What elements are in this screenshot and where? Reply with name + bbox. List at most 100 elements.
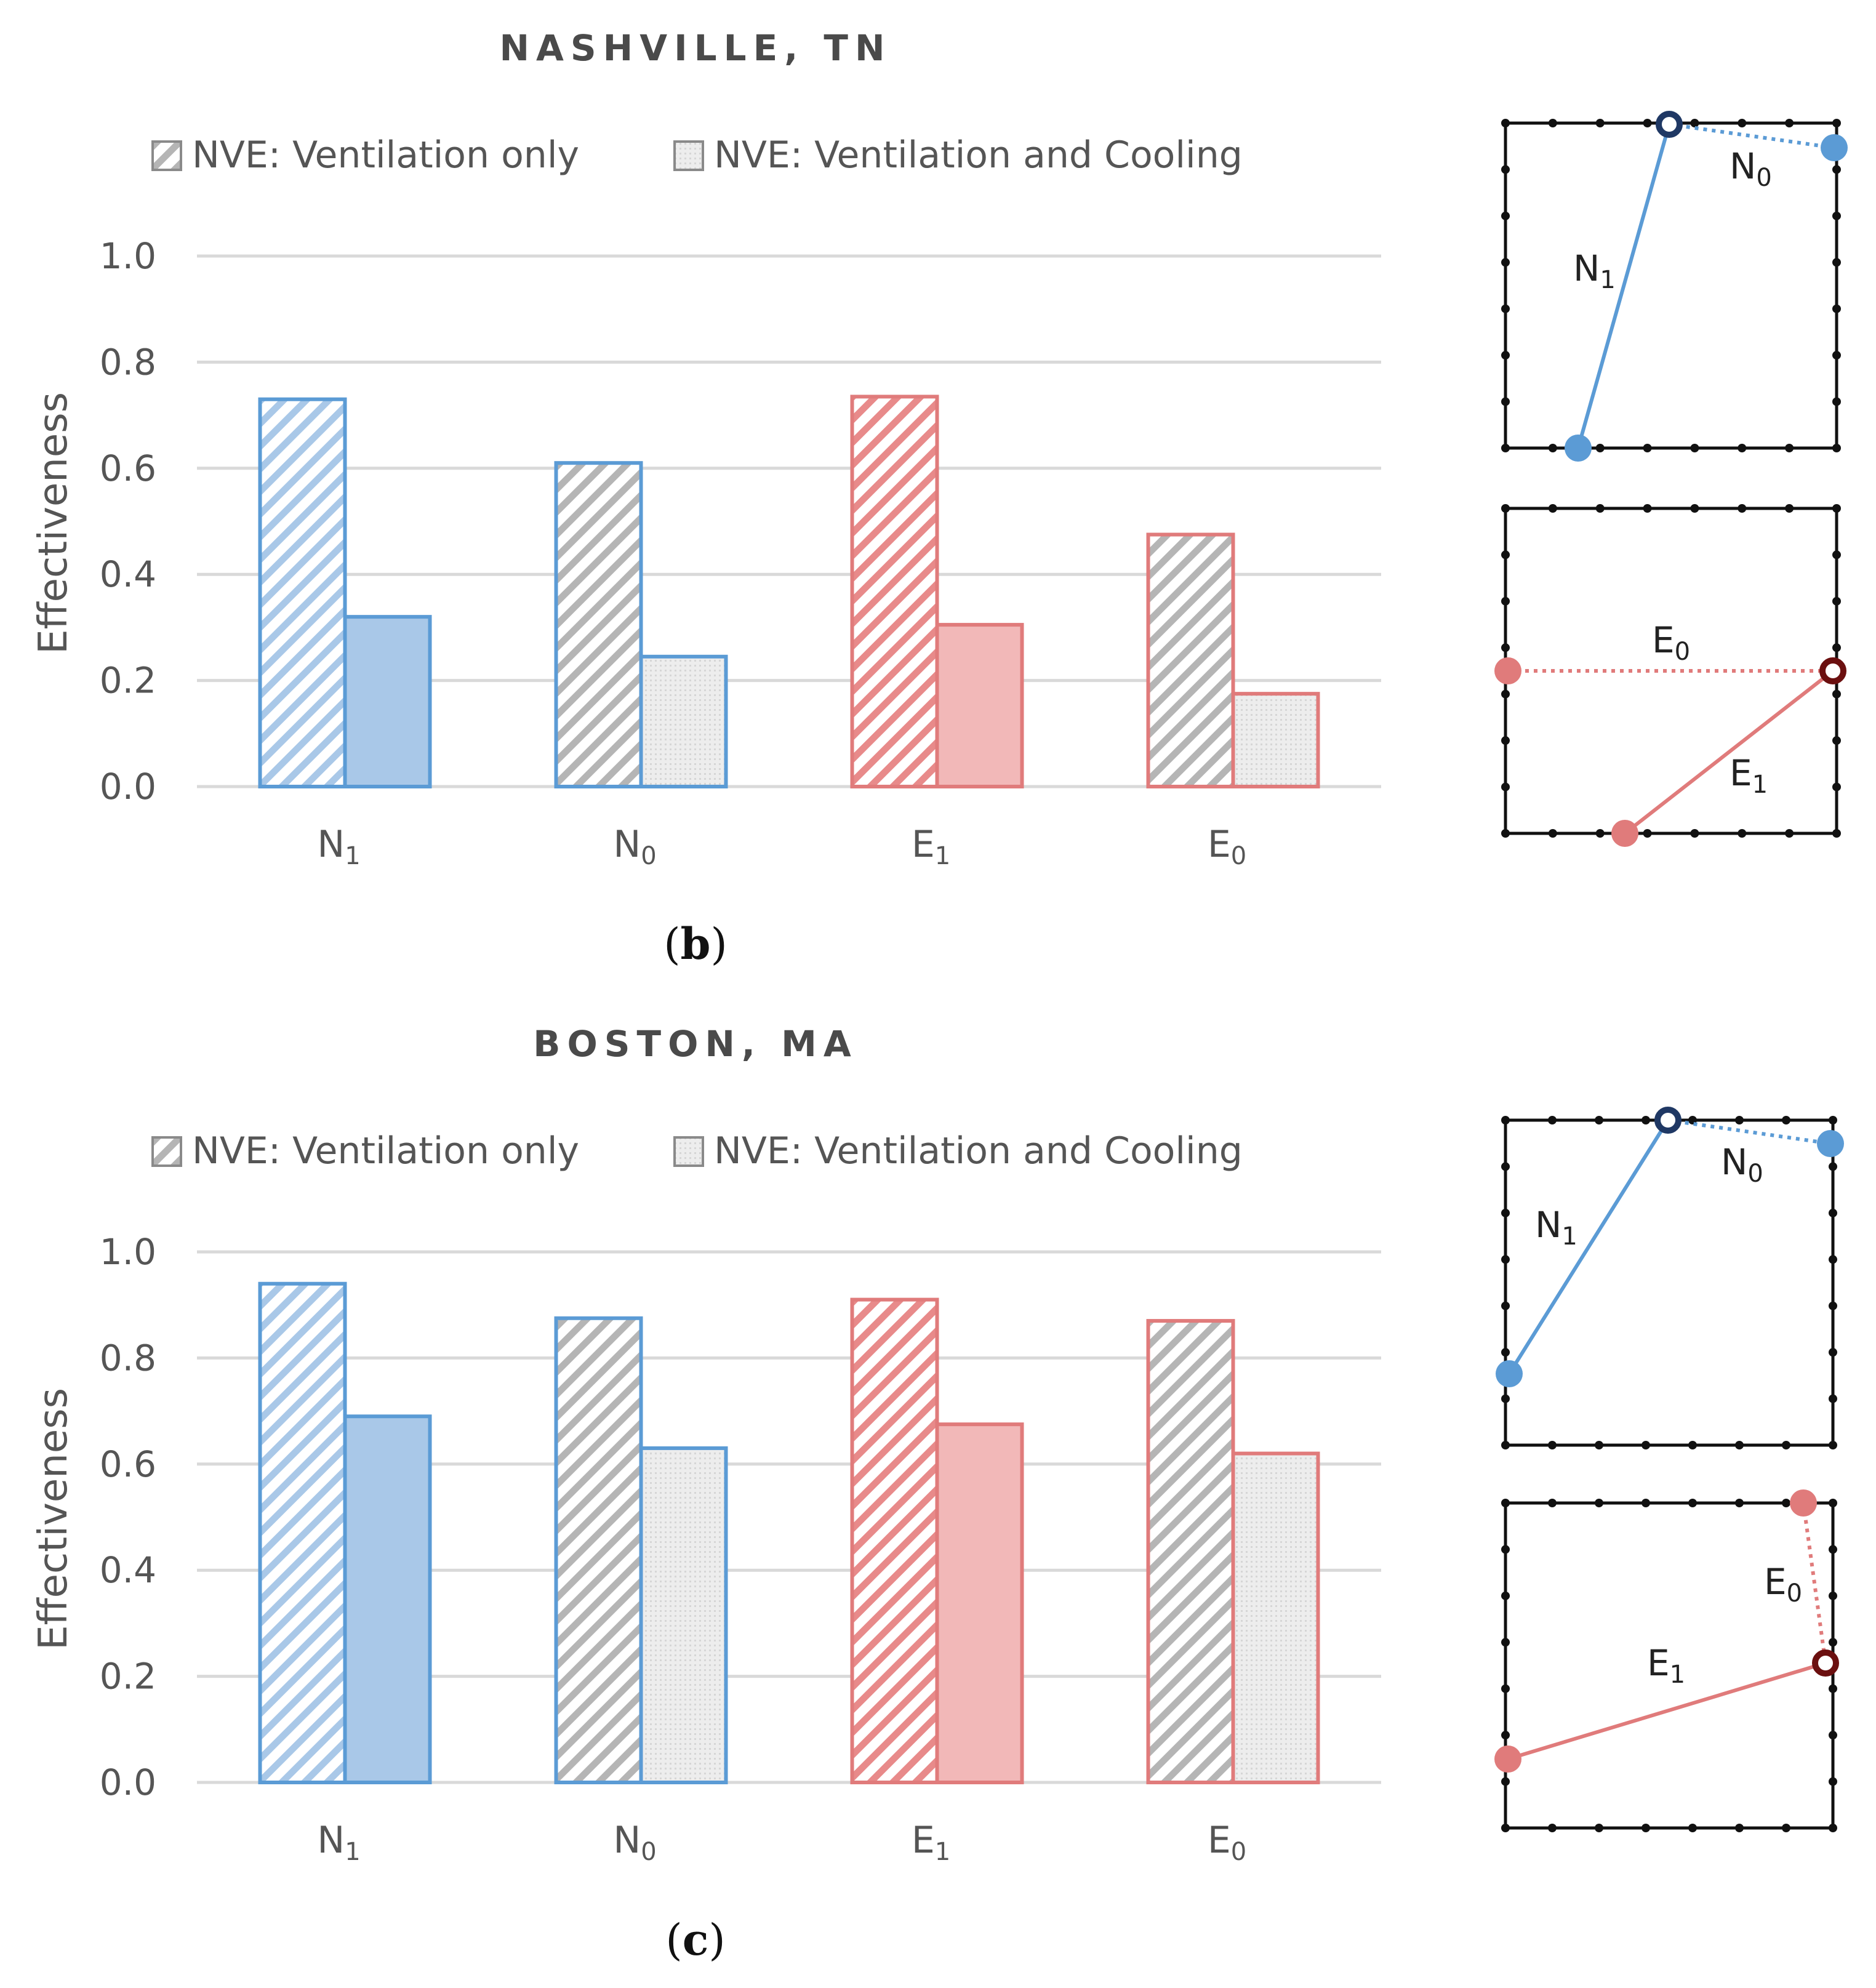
reference-opening-marker (1812, 1649, 1839, 1677)
perimeter-dot (1829, 1684, 1837, 1693)
perimeter-dot (1501, 1777, 1510, 1786)
e0-opening-marker (1790, 1489, 1817, 1517)
perimeter-dot (1595, 1499, 1603, 1507)
y-tick-label: 0.6 (100, 1443, 156, 1485)
y-tick-label: 1.0 (100, 1231, 156, 1273)
y-axis-label: Effectiveness (31, 392, 76, 654)
perimeter-dot (1548, 119, 1557, 127)
bar-ventilation-only (554, 461, 643, 788)
legend-swatch-hatched (151, 1136, 182, 1167)
y-tick-label: 0.4 (100, 1549, 156, 1591)
perimeter-dot (1829, 1162, 1837, 1171)
bar-ventilation-and-cooling (639, 1446, 728, 1784)
bar-ventilation-only (1146, 532, 1235, 788)
perimeter-dot (1501, 1301, 1510, 1310)
category-label: N1 (317, 1819, 360, 1866)
perimeter-dot (1501, 1441, 1510, 1449)
perimeter-dot (1832, 444, 1841, 452)
category-label: E1 (912, 823, 950, 870)
perimeter-dot (1832, 504, 1841, 513)
e1-opening-marker (1611, 820, 1638, 847)
bar-ventilation-and-cooling (343, 1414, 432, 1784)
perimeter-dot (1501, 1116, 1510, 1124)
perimeter-dot (1690, 119, 1699, 127)
perimeter-dot (1738, 444, 1747, 452)
perimeter-dot (1501, 1208, 1510, 1217)
n0-connection-line (1667, 1118, 1831, 1145)
perimeter-dot (1829, 1591, 1837, 1600)
perimeter-dot (1501, 351, 1510, 360)
bar-ventilation-and-cooling (935, 623, 1024, 789)
bar-ventilation-only (850, 1297, 939, 1785)
legend-label: NVE: Ventilation only (192, 1129, 579, 1172)
panel-caption: (c) (665, 1914, 725, 1965)
y-tick-labels: 0.0 0.2 0.4 0.6 0.8 1.0 (100, 1231, 156, 1803)
layout-diagram-east: E0 E1 (1494, 504, 1846, 847)
perimeter-dot (1688, 1441, 1697, 1449)
perimeter-dot (1782, 1441, 1790, 1449)
room-outline (1504, 1118, 1835, 1447)
y-tick-label: 0.4 (100, 553, 156, 595)
perimeter-dot (1642, 1116, 1650, 1124)
perimeter-dot (1829, 1348, 1837, 1357)
bar-ventilation-and-cooling (935, 1422, 1024, 1784)
perimeter-dot (1829, 1824, 1837, 1832)
perimeter-dot (1829, 1777, 1837, 1786)
perimeter-dot (1501, 119, 1510, 127)
layout-diagram-north: N0 N1 (1496, 1107, 1844, 1449)
chart-panel-c: BOSTON, MA NVE: Ventilation only NVE: Ve… (31, 1023, 1844, 1965)
e0-connection-line (1802, 1502, 1827, 1664)
perimeter-dot (1829, 1116, 1837, 1124)
perimeter-dot (1832, 304, 1841, 313)
perimeter-dot (1829, 1731, 1837, 1740)
perimeter-dot (1501, 258, 1510, 267)
perimeter-dot (1642, 1441, 1650, 1449)
y-tick-label: 0.8 (100, 1337, 156, 1379)
perimeter-dot (1548, 444, 1557, 452)
perimeter-dot (1501, 304, 1510, 313)
e1-label: E1 (1730, 752, 1768, 799)
bar-ventilation-only (258, 1281, 347, 1784)
perimeter-dot (1688, 1499, 1697, 1507)
category-labels: N1 N0 E1 E0 (317, 823, 1246, 870)
category-label: E0 (1208, 1819, 1246, 1866)
y-tick-label: 0.0 (100, 1762, 156, 1803)
perimeter-dot (1501, 1162, 1510, 1171)
bar-ventilation-and-cooling (1231, 692, 1320, 789)
e1-label: E1 (1647, 1642, 1685, 1689)
perimeter-dot (1690, 504, 1699, 513)
perimeter-dot (1548, 829, 1557, 838)
perimeter-dot (1735, 1441, 1744, 1449)
perimeter-dot (1738, 119, 1747, 127)
n0-label: N0 (1721, 1141, 1763, 1188)
perimeter-dot (1832, 119, 1841, 127)
perimeter-dot (1501, 504, 1510, 513)
reference-opening-marker (1656, 111, 1683, 138)
legend-label: NVE: Ventilation and Cooling (714, 1129, 1243, 1172)
e0-label: E0 (1652, 619, 1690, 666)
y-tick-label: 1.0 (100, 235, 156, 277)
perimeter-dot (1548, 504, 1557, 513)
perimeter-dot (1548, 1116, 1557, 1124)
legend-swatch-hatched (151, 140, 182, 171)
legend-swatch-dotted (673, 1136, 704, 1167)
legend: NVE: Ventilation only NVE: Ventilation a… (151, 1129, 1243, 1172)
perimeter-dot (1643, 504, 1652, 513)
e0-label: E0 (1764, 1561, 1802, 1608)
n0-connection-line (1669, 122, 1835, 150)
perimeter-dot (1832, 258, 1841, 267)
perimeter-dot (1829, 1255, 1837, 1264)
perimeter-dot (1738, 829, 1747, 838)
legend-item-ventilation-and-cooling: NVE: Ventilation and Cooling (673, 1129, 1243, 1172)
perimeter-dot (1832, 397, 1841, 406)
perimeter-dot (1595, 1824, 1603, 1832)
legend-label: NVE: Ventilation and Cooling (714, 134, 1243, 177)
caption-letter: c (683, 1914, 709, 1965)
perimeter-dot (1501, 1348, 1510, 1357)
y-tick-label: 0.2 (100, 660, 156, 702)
perimeter-dot (1501, 782, 1510, 792)
perimeter-dot (1643, 829, 1652, 838)
bar-ventilation-only (850, 395, 939, 788)
perimeter-dot (1595, 119, 1605, 127)
